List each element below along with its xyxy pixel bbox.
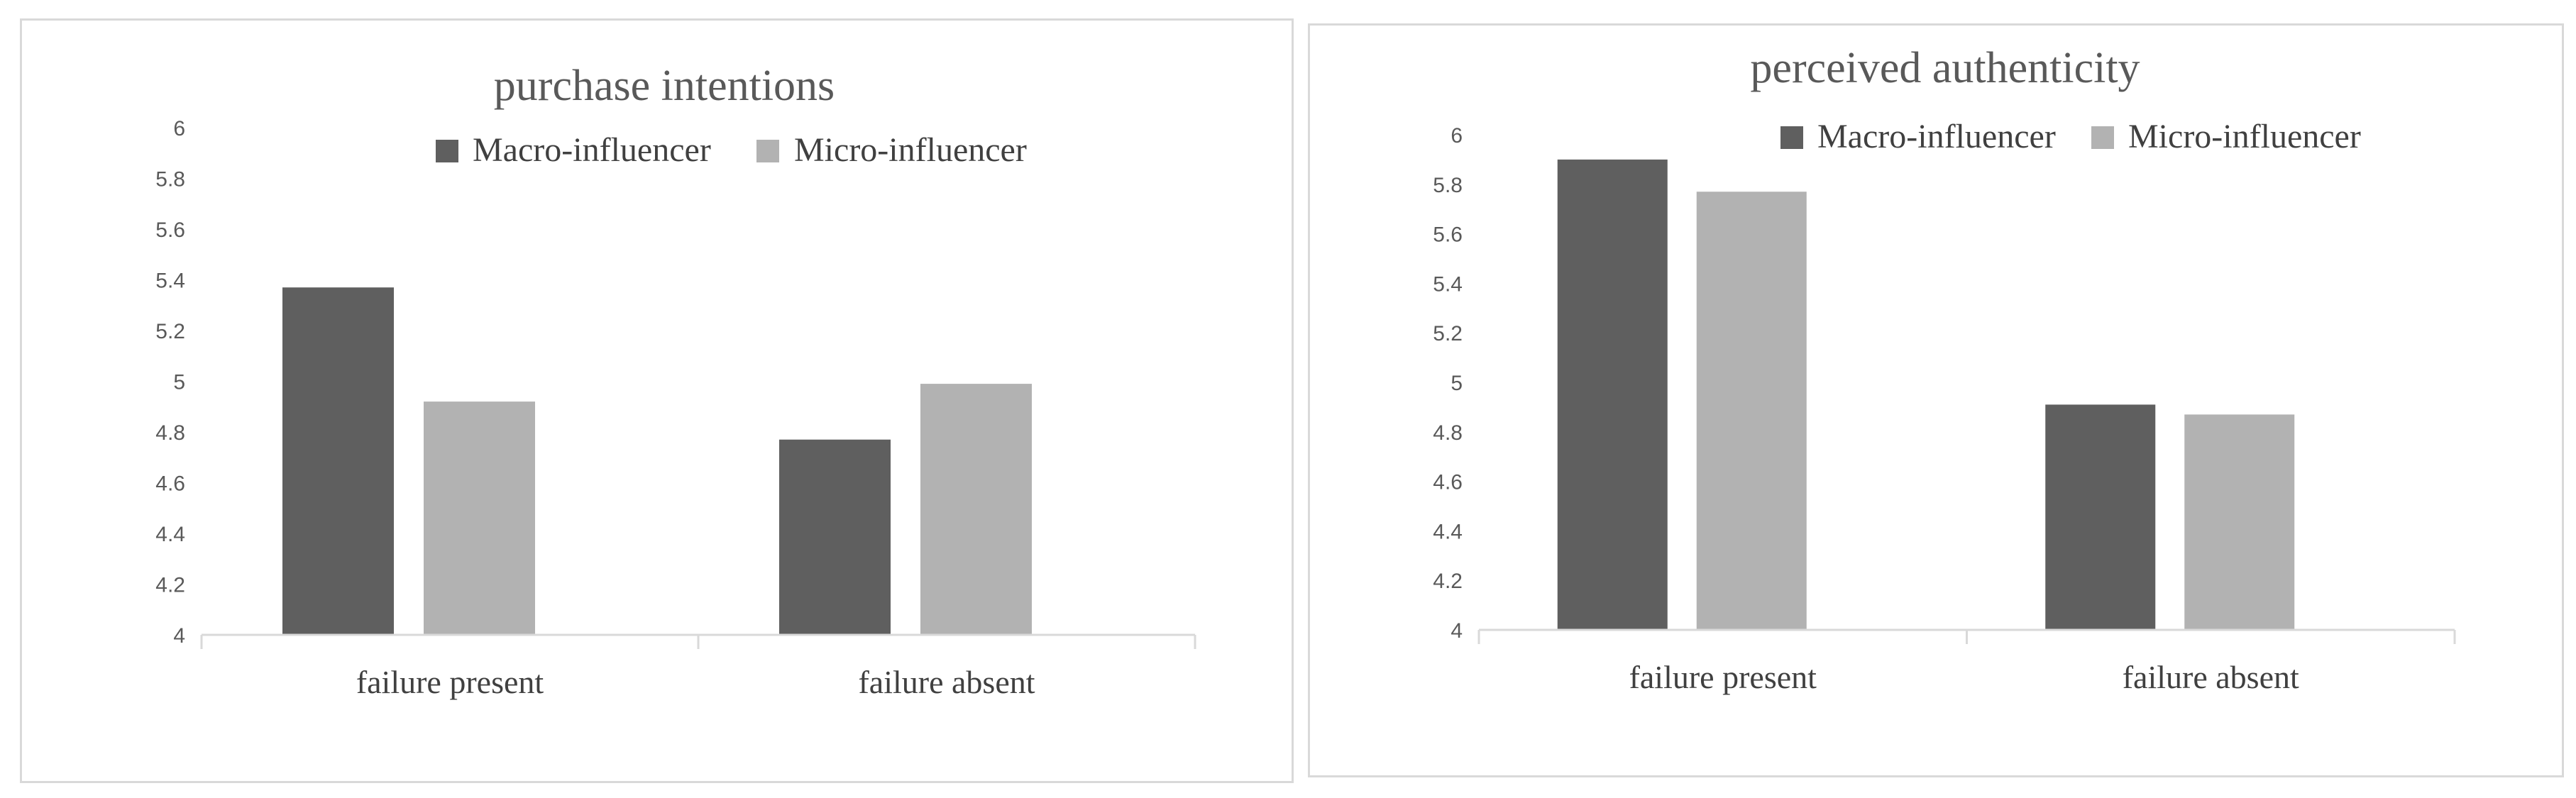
y-tick-label: 5	[173, 371, 185, 394]
y-tick-label: 6	[173, 117, 185, 140]
bar-macro-influencer-1	[779, 439, 891, 635]
y-tick-label: 4	[1451, 619, 1463, 643]
category-label: failure absent	[2123, 659, 2299, 695]
y-tick-label: 5.2	[1433, 322, 1463, 345]
y-tick-label: 4.2	[1433, 570, 1463, 593]
y-tick-label: 5.6	[1433, 223, 1463, 247]
category-label: failure present	[1629, 659, 1817, 695]
chart-title: purchase intentions	[494, 62, 835, 110]
chart-panel-purchase-intentions: purchase intentions 4 4.2 4.4 4.6 4.8 5 5.2 5.4…	[20, 18, 1294, 783]
legend-swatch	[2091, 126, 2114, 149]
bar-micro-influencer-0	[1696, 192, 1807, 630]
y-tick-label: 5.8	[155, 168, 185, 192]
y-tick-label: 4.4	[155, 523, 185, 546]
legend-label: Macro-influencer	[473, 131, 711, 169]
y-tick-label: 5.4	[155, 270, 185, 293]
legend-swatch	[1780, 126, 1803, 149]
chart-purchase-intentions: purchase intentions 4 4.2 4.4 4.6 4.8 5 5.2 5.4…	[155, 62, 1196, 700]
y-tick-label: 5.2	[155, 320, 185, 343]
bar-micro-influencer-1	[920, 384, 1032, 635]
y-tick-label: 4.8	[155, 421, 185, 445]
legend-label: Macro-influencer	[1817, 118, 2056, 155]
bar-macro-influencer-0	[1557, 159, 1668, 630]
y-tick-label: 4.6	[1433, 471, 1463, 494]
y-tick-label: 5.8	[1433, 174, 1463, 197]
legend-label: Micro-influencer	[2128, 118, 2361, 155]
y-tick-label: 4	[173, 624, 185, 648]
bar-macro-influencer-1	[2045, 404, 2156, 630]
y-tick-label: 4.6	[155, 472, 185, 496]
y-tick-label: 4.4	[1433, 520, 1463, 543]
chart-title: perceived authenticity	[1750, 44, 2140, 92]
legend-swatch	[756, 140, 779, 162]
chart-panel-perceived-authenticity: perceived authenticity 4 4.2 4.4 4.6 4.8 5 5.2…	[1308, 23, 2564, 777]
y-tick-label: 4.8	[1433, 421, 1463, 445]
y-tick-label: 4.2	[155, 574, 185, 597]
y-tick-label: 6	[1451, 124, 1463, 148]
chart-perceived-authenticity: perceived authenticity 4 4.2 4.4 4.6 4.8 5 5.2…	[1433, 44, 2456, 695]
y-tick-label: 5.4	[1433, 272, 1463, 296]
legend-swatch	[436, 140, 458, 162]
category-label: failure present	[356, 664, 544, 700]
y-tick-label: 5.6	[155, 218, 185, 242]
bar-macro-influencer-0	[282, 287, 394, 635]
bar-micro-influencer-1	[2184, 414, 2295, 630]
y-tick-label: 5	[1451, 372, 1463, 395]
bar-micro-influencer-0	[424, 401, 535, 635]
category-label: failure absent	[858, 664, 1035, 700]
legend-label: Micro-influencer	[794, 131, 1027, 169]
